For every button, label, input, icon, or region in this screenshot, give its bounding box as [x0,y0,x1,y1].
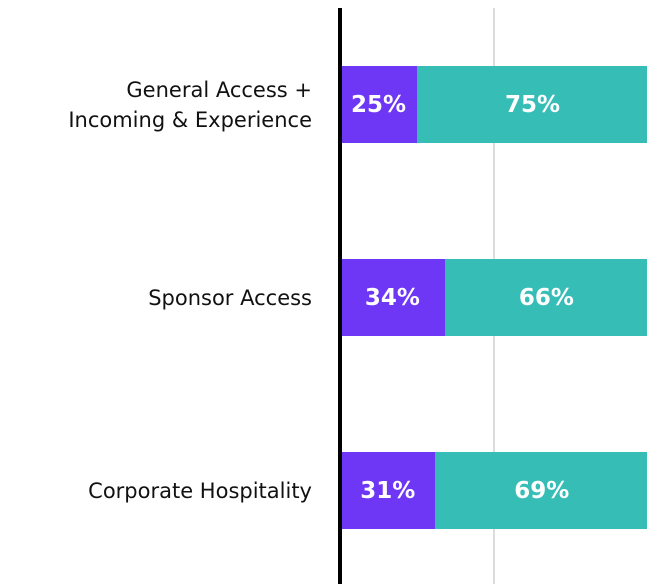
category-label: General Access + Incoming & Experience [68,77,312,132]
bar-segment: 66% [444,259,647,336]
bar-segment: 25% [340,66,417,143]
value-label: 31% [360,477,416,504]
axis-line [338,8,342,584]
bar-segment: 31% [340,452,436,529]
value-label: 66% [518,284,574,311]
value-label: 34% [364,284,420,311]
value-label: 69% [514,477,570,504]
value-label: 25% [350,91,407,118]
bar-segment: 69% [435,452,647,529]
value-label: 75% [504,91,561,118]
category-label: Sponsor Access [148,285,312,310]
category-label: Corporate Hospitality [88,478,312,503]
bar-segment: 34% [340,259,445,336]
bar-segment: 75% [417,66,647,143]
